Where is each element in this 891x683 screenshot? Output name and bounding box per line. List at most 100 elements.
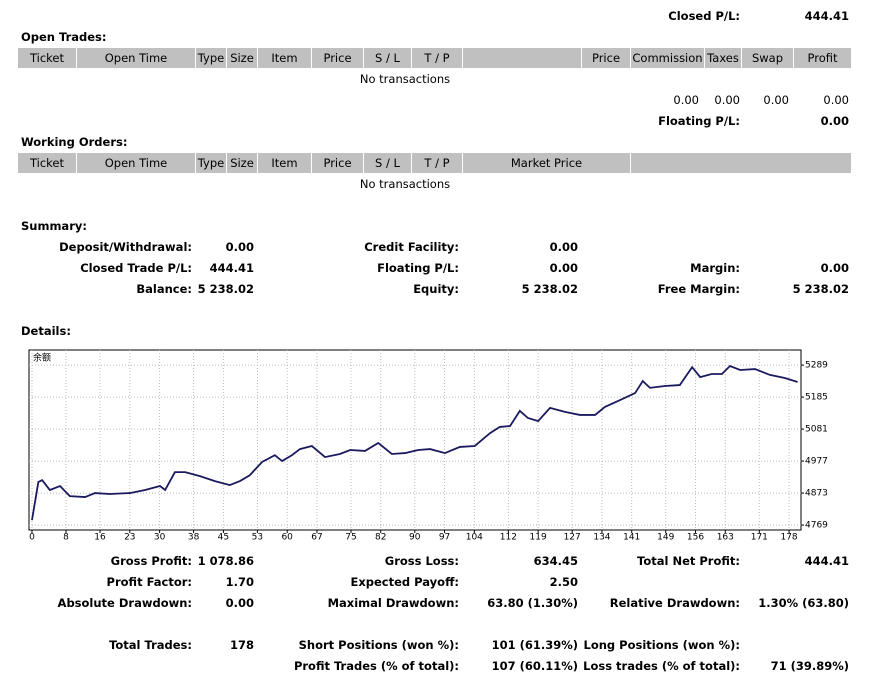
field-label: Gross Profit: — [110, 554, 192, 568]
field-value: 1 078.86 — [197, 554, 254, 568]
total-value: 0.00 — [673, 93, 699, 107]
floating-label: Floating P/L: — [658, 114, 740, 128]
y-tick-label: 4977 — [805, 457, 828, 467]
field-value: 107 (60.11%) — [491, 659, 578, 673]
header-cell: Taxes — [705, 48, 742, 68]
y-tick-label: 4769 — [805, 521, 828, 531]
field-label: Floating P/L: — [377, 261, 459, 275]
header-cell: Type — [196, 153, 227, 173]
field-label: Closed Trade P/L: — [80, 261, 192, 275]
header-cell: T / P — [412, 48, 463, 68]
field-label: Expected Payoff: — [350, 575, 460, 589]
x-tick-label: 163 — [717, 533, 734, 543]
x-tick-label: 0 — [29, 533, 35, 543]
x-tick-label: 45 — [218, 533, 229, 543]
header-cell: Swap — [742, 48, 794, 68]
x-tick-label: 112 — [500, 533, 517, 543]
total-value: 0.00 — [823, 93, 849, 107]
field-value: 5 238.02 — [197, 282, 254, 296]
section-title: Details: — [21, 324, 71, 338]
field-value: 5 238.02 — [521, 282, 578, 296]
field-value: 2.50 — [549, 575, 578, 589]
x-tick-label: 97 — [439, 533, 450, 543]
field-label: Gross Loss: — [384, 554, 459, 568]
field-value: 0.00 — [225, 240, 254, 254]
y-tick-label: 5289 — [805, 361, 828, 371]
header-cell: Price — [312, 153, 364, 173]
header-cell: Ticket — [18, 48, 77, 68]
y-tick-label: 4873 — [805, 489, 828, 499]
y-tick-label: 5185 — [805, 393, 828, 403]
x-tick-label: 82 — [375, 533, 386, 543]
floating-value: 0.00 — [820, 114, 849, 128]
field-label: Balance: — [136, 282, 192, 296]
section-title: Summary: — [21, 219, 87, 233]
field-value: 0.00 — [820, 261, 849, 275]
field-value: 101 (61.39%) — [491, 638, 578, 652]
header-cell: Size — [227, 48, 258, 68]
header-cell: Market Price — [463, 153, 631, 173]
field-label: Loss trades (% of total): — [583, 659, 740, 673]
empty-note: No transactions — [359, 72, 451, 86]
field-label: Relative Drawdown: — [609, 596, 740, 610]
header-cell: T / P — [412, 153, 463, 173]
x-tick-label: 134 — [593, 533, 610, 543]
x-tick-label: 104 — [466, 533, 483, 543]
x-tick-label: 67 — [311, 533, 322, 543]
header-cell: Commission — [631, 48, 705, 68]
header-cell: Item — [258, 48, 312, 68]
x-tick-label: 53 — [252, 533, 263, 543]
section-title: Working Orders: — [21, 135, 128, 149]
section-title: Open Trades: — [21, 30, 107, 44]
x-tick-label: 8 — [63, 533, 69, 543]
x-tick-label: 90 — [409, 533, 421, 543]
field-label: Short Positions (won %): — [298, 638, 459, 652]
x-tick-label: 23 — [124, 533, 135, 543]
header-cell: Open Time — [77, 153, 196, 173]
header-cell: S / L — [364, 153, 412, 173]
field-value: 444.41 — [804, 554, 849, 568]
x-tick-label: 127 — [564, 533, 581, 543]
x-tick-label: 38 — [188, 533, 200, 543]
x-tick-label: 75 — [345, 533, 356, 543]
field-value: 178 — [229, 638, 254, 652]
field-value: 1.30% (63.80) — [758, 596, 849, 610]
x-tick-label: 60 — [281, 533, 293, 543]
header-cell: Type — [196, 48, 227, 68]
field-label: Long Positions (won %): — [583, 638, 741, 652]
closed-pl-label: Closed P/L: — [668, 9, 740, 23]
header-cell: Size — [227, 153, 258, 173]
x-tick-label: 30 — [154, 533, 166, 543]
field-value: 444.41 — [209, 261, 254, 275]
field-label: Maximal Drawdown: — [327, 596, 459, 610]
field-label: Credit Facility: — [364, 240, 459, 254]
closed-pl-value: 444.41 — [804, 9, 849, 23]
x-tick-label: 149 — [657, 533, 674, 543]
header-cell: Open Time — [77, 48, 196, 68]
total-value: 0.00 — [763, 93, 789, 107]
field-value: 1.70 — [225, 575, 254, 589]
field-value: 0.00 — [549, 240, 578, 254]
field-label: Equity: — [413, 282, 459, 296]
field-label: Profit Factor: — [106, 575, 192, 589]
x-tick-label: 156 — [687, 533, 704, 543]
x-tick-label: 178 — [780, 533, 797, 543]
header-cell: Profit — [794, 48, 852, 68]
field-value: 634.45 — [533, 554, 578, 568]
x-tick-label: 16 — [94, 533, 106, 543]
field-value: 63.80 (1.30%) — [487, 596, 578, 610]
field-value: 71 (39.89%) — [770, 659, 849, 673]
header-blank — [631, 153, 852, 173]
balance-line — [31, 364, 798, 521]
x-tick-label: 119 — [530, 533, 547, 543]
header-cell: Price — [582, 48, 631, 68]
chart-title: 余额 — [33, 352, 51, 364]
field-label: Margin: — [690, 261, 740, 275]
field-value: 0.00 — [225, 596, 254, 610]
field-label: Deposit/Withdrawal: — [59, 240, 192, 254]
header-cell: Ticket — [18, 153, 77, 173]
field-value: 5 238.02 — [792, 282, 849, 296]
header-blank — [463, 48, 582, 68]
